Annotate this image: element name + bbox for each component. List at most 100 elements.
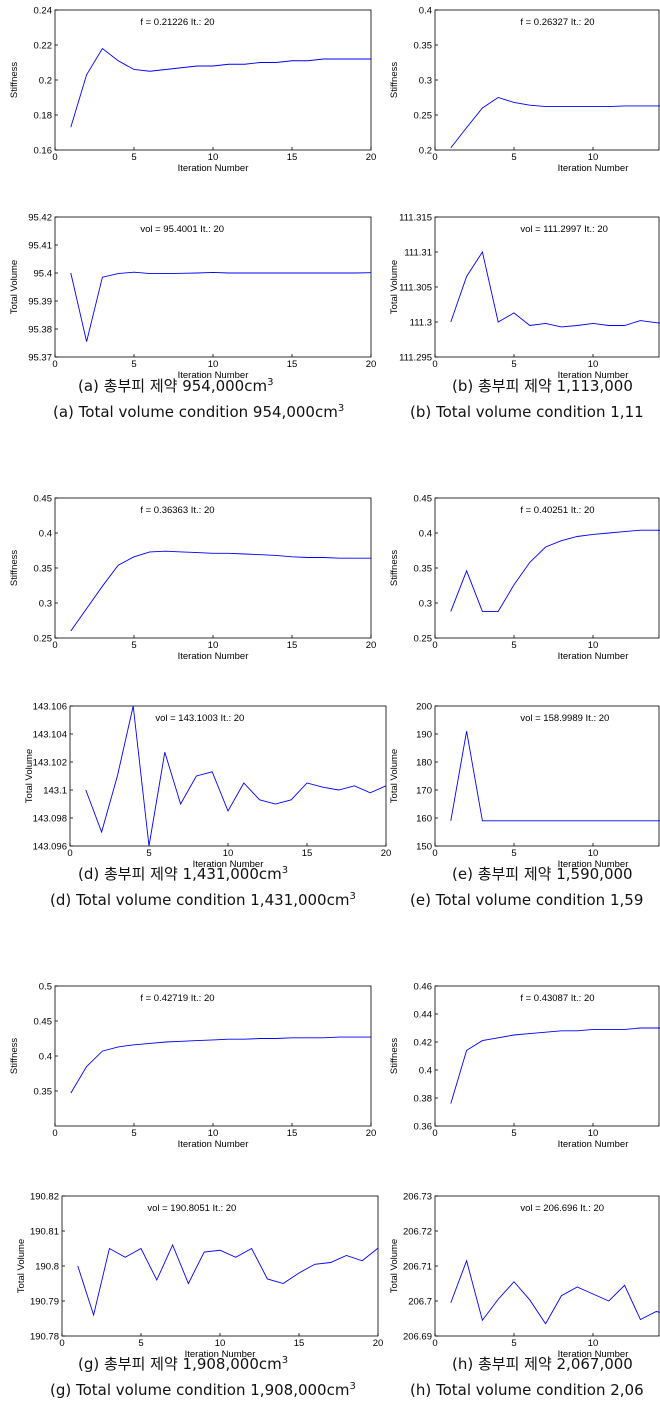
e-volume-xtick-label-2: 10 [588,848,599,859]
g-stiffness-ytick-label-3: 0.5 [39,982,52,993]
a-stiffness-ytick-label-2: 0.2 [39,76,52,87]
d-stiffness-ytick-label-3: 0.4 [39,529,52,540]
a-stiffness-frame [54,9,372,151]
g-volume-annotation: vol = 190.8051 It.: 20 [147,1203,236,1214]
g-stiffness-xtick-label-4: 20 [366,1128,377,1139]
h-stiffness-xtick-label-0: 0 [432,1128,437,1139]
a-volume-frame [54,216,372,358]
b-stiffness-series-line [450,97,660,149]
d-volume-xlabel: Iteration Number [193,859,264,870]
caption-g-english: (g) Total volume condition 1,908,000cm3 [50,1381,356,1399]
a-volume-ytick-label-4: 95.41 [28,241,52,252]
b-volume-ytick-label-3: 111.31 [404,248,432,259]
caption-b-english-text: (b) Total volume condition 1,11 [410,403,644,421]
h-volume-annotation: vol = 206.696 It.: 20 [520,1203,604,1214]
caption-a-korean-text: (a) 총부피 제약 954,000cm [78,377,268,395]
e-stiffness-ylabel: Stiffness [389,550,400,587]
caption-h-english: (h) Total volume condition 2,06 [410,1381,644,1399]
g-stiffness-xtick-label-3: 15 [287,1128,298,1139]
b-stiffness-ytick-label-2: 0.3 [419,76,432,87]
caption-a-english-sup: 3 [337,403,345,414]
a-volume-xtick-label-0: 0 [52,359,57,370]
e-volume-ytick-label-1: 160 [416,814,432,825]
e-stiffness-xtick-label-1: 5 [511,640,516,651]
d-stiffness-frame [54,497,372,639]
e-stiffness-ytick-label-0: 0.25 [414,634,433,645]
caption-g-korean: (g) 총부피 제약 1,908,000cm3 [78,1353,288,1374]
d-volume-ytick-label-2: 143.1 [43,786,67,797]
d-volume-xtick-label-2: 10 [223,848,234,859]
b-stiffness-frame [434,9,660,151]
a-volume-xlabel: Iteration Number [178,370,249,381]
a-stiffness-ytick-label-0: 0.16 [34,146,53,157]
b-volume-ytick-label-1: 111.3 [410,318,432,329]
d-volume-xtick-label-4: 20 [381,848,392,859]
e-volume-annotation: vol = 158.9989 It.: 20 [520,713,609,724]
g-volume-xtick-label-0: 0 [59,1338,64,1349]
h-volume-frame [434,1195,660,1337]
b-stiffness-xtick-label-2: 10 [588,152,599,163]
h-volume-series-line [450,1259,660,1325]
b-stiffness-ylabel: Stiffness [389,62,400,99]
h-stiffness-ytick-label-5: 0.46 [414,982,433,993]
h-stiffness-series-line [450,1027,660,1104]
g-volume-ytick-label-1: 190.79 [30,1297,59,1308]
h-stiffness-ytick-label-4: 0.44 [414,1010,433,1021]
d-stiffness-ytick-label-0: 0.25 [34,634,53,645]
e-stiffness-annotation: f = 0.40251 It.: 20 [520,505,594,516]
caption-g-english-sup: 3 [349,1381,356,1392]
a-stiffness-xtick-label-1: 5 [131,152,136,163]
caption-e-english-text: (e) Total volume condition 1,59 [410,891,644,909]
a-volume-xtick-label-3: 15 [287,359,298,370]
g-stiffness-xtick-label-2: 10 [208,1128,219,1139]
g-volume-series-line [77,1243,379,1317]
g-stiffness-xlabel: Iteration Number [178,1139,249,1150]
h-stiffness-frame [434,985,660,1127]
caption-g-english-text: (g) Total volume condition 1,908,000cm [50,1381,350,1399]
d-stiffness-annotation: f = 0.36363 It.: 20 [140,505,214,516]
e-stiffness-series-line [450,529,660,612]
caption-d-korean-text: (d) 총부피 제약 1,431,000cm [78,865,282,883]
b-volume-xtick-label-1: 5 [511,359,516,370]
b-stiffness-ytick-label-0: 0.2 [419,146,432,157]
a-stiffness-ytick-label-4: 0.24 [34,6,53,17]
e-stiffness-xlabel: Iteration Number [558,651,629,662]
e-stiffness-xtick-label-2: 10 [588,640,599,651]
e-volume-ytick-label-5: 200 [416,702,432,713]
h-volume-xtick-label-1: 5 [511,1338,516,1349]
g-volume-xtick-label-4: 20 [373,1338,384,1349]
a-volume-xtick-label-2: 10 [208,359,219,370]
g-stiffness-ytick-label-1: 0.4 [39,1052,52,1063]
h-volume-ylabel: Total Volume [389,1239,400,1293]
caption-b-korean-text: (b) 총부피 제약 1,113,000 [452,377,633,395]
d-stiffness-xtick-label-1: 5 [131,640,136,651]
b-stiffness-xtick-label-1: 5 [511,152,516,163]
b-volume-ylabel: Total Volume [389,260,400,314]
g-volume-ytick-label-2: 190.8 [35,1262,59,1273]
e-stiffness-frame [434,497,660,639]
caption-h-korean: (h) 총부피 제약 2,067,000 [452,1353,633,1374]
d-stiffness-ytick-label-2: 0.35 [34,564,53,575]
caption-h-korean-text: (h) 총부피 제약 2,067,000 [452,1355,633,1373]
h-volume-ytick-label-2: 206.71 [403,1262,432,1273]
h-stiffness-ylabel: Stiffness [389,1038,400,1075]
a-volume-annotation: vol = 95.4001 It.: 20 [140,224,224,235]
d-volume-ytick-label-5: 143.106 [33,702,67,713]
a-stiffness-xtick-label-2: 10 [208,152,219,163]
g-volume-ylabel: Total Volume [16,1239,27,1293]
a-volume-ytick-label-1: 95.38 [28,325,52,336]
h-volume-ytick-label-0: 206.69 [403,1332,432,1343]
h-volume-xtick-label-0: 0 [432,1338,437,1349]
a-stiffness-series-line [70,47,371,128]
g-stiffness-ytick-label-2: 0.45 [34,1017,53,1028]
caption-h-english-text: (h) Total volume condition 2,06 [410,1381,644,1399]
b-volume-ytick-label-4: 111.315 [399,213,432,224]
d-volume-ytick-label-3: 143.102 [33,758,67,769]
b-volume-series-line [450,250,660,328]
h-stiffness-ytick-label-1: 0.38 [414,1094,433,1105]
b-stiffness-xlabel: Iteration Number [558,163,629,174]
e-volume-ylabel: Total Volume [389,749,400,803]
caption-d-english-text: (d) Total volume condition 1,431,000cm [50,891,350,909]
h-stiffness-ytick-label-0: 0.36 [414,1122,433,1133]
